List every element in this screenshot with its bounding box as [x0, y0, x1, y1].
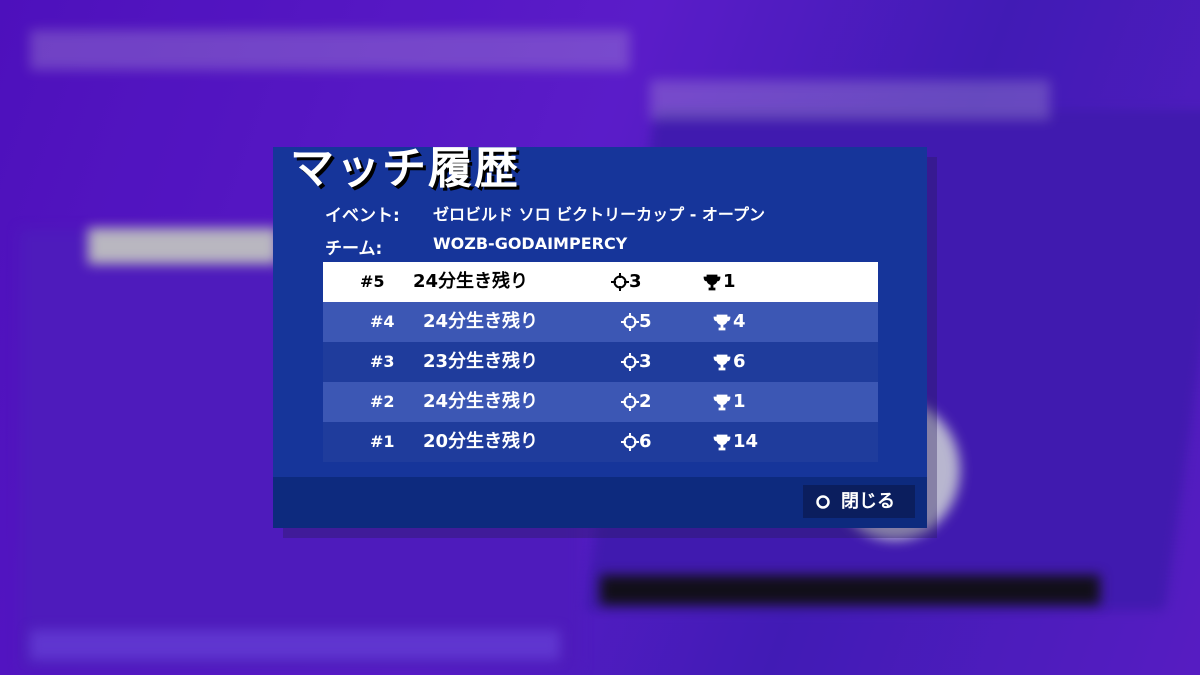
team-value: WOZB-GODAIMPERCY	[433, 234, 628, 253]
match-rank: #4	[370, 312, 395, 331]
background-bar	[650, 80, 1050, 120]
icon-part	[613, 275, 627, 289]
placement-icon	[713, 314, 731, 331]
background-bar	[30, 30, 630, 70]
elim-icon	[611, 273, 629, 291]
match-placement: 1	[723, 271, 736, 292]
match-row: #2 24分生き残り 2 1	[323, 382, 878, 422]
match-eliminations: 3	[639, 351, 652, 372]
icon-part	[623, 435, 637, 449]
icon-part	[623, 395, 637, 409]
icon-part	[621, 313, 639, 331]
dialog-title: マッチ履歴	[290, 143, 520, 194]
close-label: 閉じる	[841, 491, 895, 512]
match-survived: 24分生き残り	[413, 271, 529, 292]
placement-icon	[713, 434, 731, 451]
icon-part	[713, 314, 731, 331]
button-icon	[816, 495, 830, 509]
icon-part	[703, 274, 721, 291]
match-row: #3 23分生き残り 3 6	[323, 342, 878, 382]
elim-icon	[621, 353, 639, 371]
background-bar	[88, 228, 278, 264]
match-survived: 20分生き残り	[423, 431, 539, 452]
icon-part	[713, 394, 731, 411]
elim-icon	[621, 393, 639, 411]
match-placement: 1	[733, 391, 746, 412]
team-label: チーム:	[325, 239, 383, 259]
background-bar	[600, 575, 1100, 605]
match-list: #5 24分生き残り 3 1 #4 24分生き残り 5 4 #3 23分生き残り 3 6 #2 24分生き…	[323, 262, 878, 462]
background-bar	[30, 630, 560, 660]
match-rank: #3	[370, 352, 395, 371]
icon-part	[621, 353, 639, 371]
match-eliminations: 3	[629, 271, 642, 292]
match-row: #4 24分生き残り 5 4	[323, 302, 878, 342]
icon-part	[623, 315, 637, 329]
elim-icon	[621, 313, 639, 331]
elim-icon	[621, 433, 639, 451]
match-rank: #2	[370, 392, 395, 411]
icon-part	[713, 434, 731, 451]
match-placement: 14	[733, 431, 759, 452]
match-rank: #1	[370, 432, 395, 451]
placement-icon	[713, 394, 731, 411]
match-eliminations: 2	[639, 391, 652, 412]
icon-part	[621, 433, 639, 451]
match-placement: 4	[733, 311, 746, 332]
match-rank: #5	[360, 272, 385, 291]
close-button[interactable]: 閉じる	[803, 485, 915, 518]
placement-icon	[713, 354, 731, 371]
placement-icon	[703, 274, 721, 291]
match-survived: 24分生き残り	[423, 391, 539, 412]
icon-part	[611, 273, 629, 291]
match-placement: 6	[733, 351, 746, 372]
icon-part	[623, 355, 637, 369]
event-value: ゼロビルド ソロ ビクトリーカップ - オープン	[433, 205, 765, 224]
match-survived: 24分生き残り	[423, 311, 539, 332]
match-row: #5 24分生き残り 3 1	[323, 262, 878, 302]
match-row: #1 20分生き残り 6 14	[323, 422, 878, 462]
match-eliminations: 5	[639, 311, 652, 332]
match-eliminations: 6	[639, 431, 652, 452]
match-survived: 23分生き残り	[423, 351, 539, 372]
icon-part	[713, 354, 731, 371]
event-label: イベント:	[325, 206, 400, 226]
icon-part	[621, 393, 639, 411]
